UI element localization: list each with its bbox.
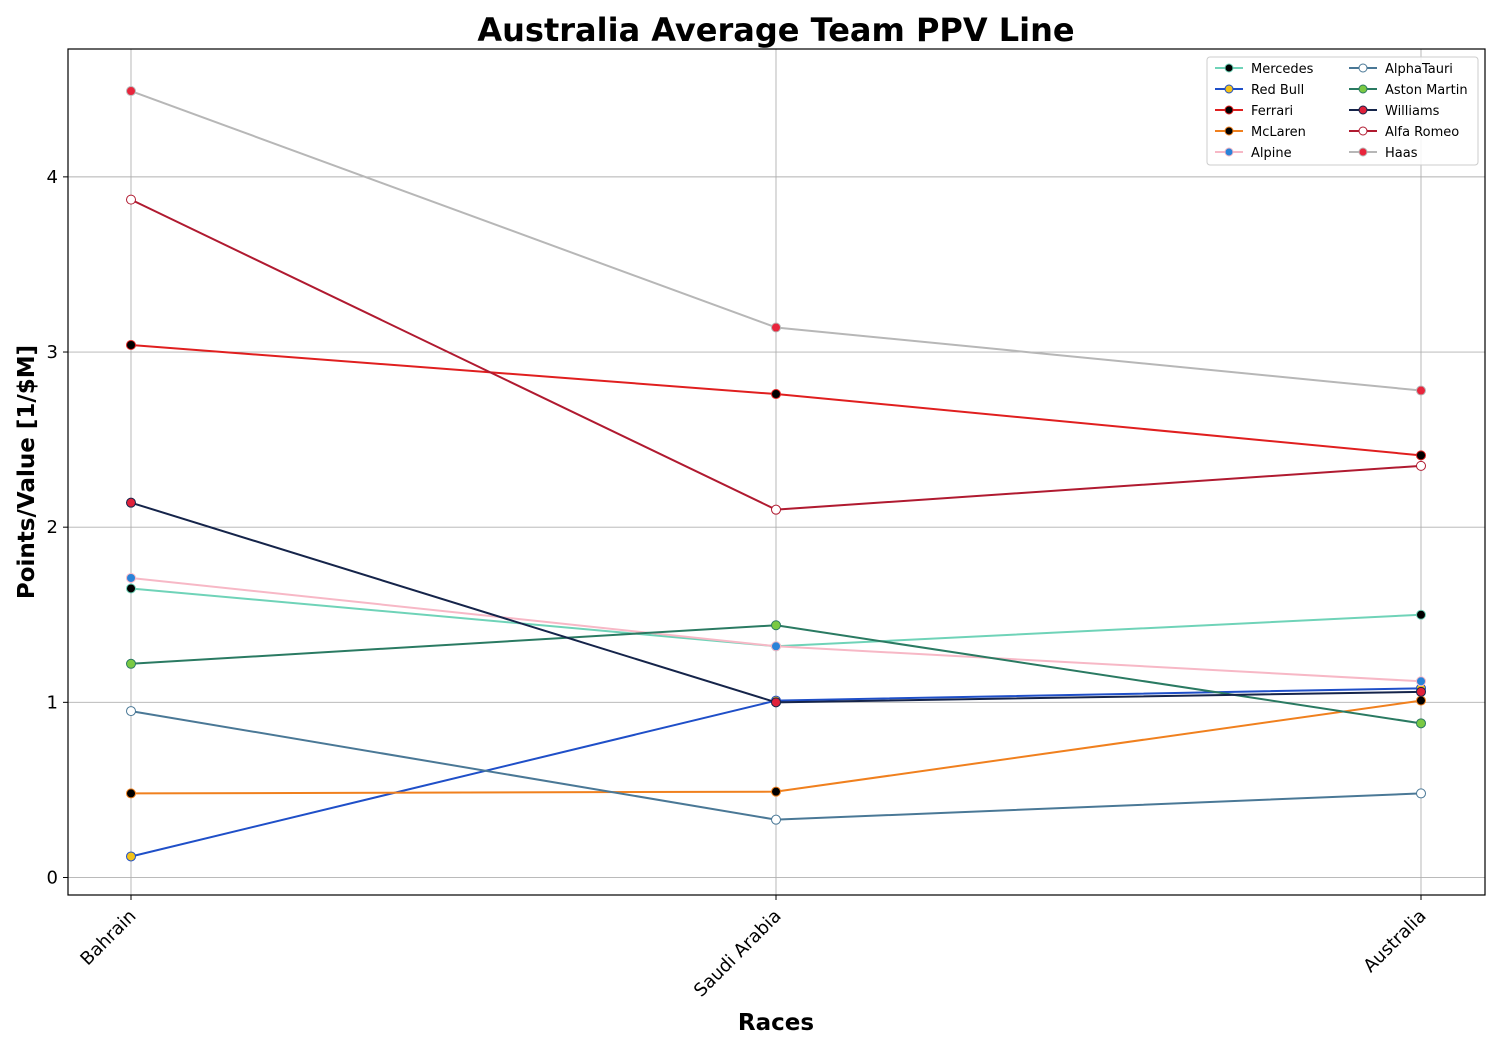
data-point-red-bull [126,851,136,862]
series-alphatauri [126,706,1426,825]
y-tick-label: 0 [47,867,58,888]
legend-label: Williams [1385,104,1440,119]
legend: Mercedes Red Bull Ferrari McLaren Alpine Alph… [1206,56,1479,166]
data-point-alphatauri [126,706,136,717]
series-aston-martin [126,620,1426,729]
legend-label: Ferrari [1251,104,1293,119]
legend-marker [1358,147,1368,157]
series-alfa-romeo [126,194,1426,515]
legend-marker [1224,105,1234,115]
legend-item-williams: Williams [1349,104,1440,119]
data-point-aston-martin [771,620,781,631]
series-williams [126,497,1426,708]
legend-marker [1224,147,1234,157]
y-tick-label: 1 [47,692,58,713]
chart-title: Australia Average Team PPV Line [477,11,1074,49]
series-alpine [126,572,1426,687]
legend-label: Aston Martin [1385,83,1468,98]
data-point-ferrari [771,389,781,400]
data-point-haas [771,322,781,333]
data-point-williams [126,497,136,508]
data-point-alfa-romeo [771,504,781,515]
legend-label: Red Bull [1251,83,1304,98]
legend-box [1206,56,1479,166]
legend-marker [1224,84,1234,94]
legend-label: Haas [1385,146,1418,161]
data-point-ferrari [1416,450,1426,461]
data-point-alfa-romeo [126,194,136,205]
data-point-alpine [771,641,781,652]
data-point-ferrari [126,340,136,351]
y-axis-label: Points/Value [1/$M] [14,345,40,599]
y-axis-ticks: 0 1 2 3 4 [47,167,68,888]
data-point-mercedes [126,583,136,594]
legend-label: AlphaTauri [1385,62,1453,77]
legend-item-alphatauri: AlphaTauri [1349,62,1453,77]
data-point-haas [126,86,136,97]
legend-item-haas: Haas [1349,146,1418,161]
legend-marker [1224,63,1234,73]
legend-item-ferrari: Ferrari [1215,104,1293,119]
series-ferrari [126,340,1426,461]
legend-marker [1358,63,1368,73]
data-point-alphatauri [771,814,781,825]
legend-label: McLaren [1251,125,1306,140]
data-point-alpine [1416,676,1426,687]
y-tick-label: 3 [47,342,58,363]
legend-marker [1224,126,1234,136]
legend-label: Mercedes [1251,62,1314,77]
data-point-aston-martin [126,658,136,669]
y-tick-label: 4 [47,167,58,188]
y-tick-label: 2 [47,517,58,538]
data-point-mercedes [1416,609,1426,620]
legend-item-aston-martin: Aston Martin [1349,83,1468,98]
legend-item-red-bull: Red Bull [1215,83,1304,98]
data-point-williams [771,697,781,708]
series-haas [126,86,1426,396]
data-point-alpine [126,572,136,583]
legend-label: Alpine [1251,146,1292,161]
legend-marker [1358,105,1368,115]
data-point-mclaren [126,788,136,799]
legend-label: Alfa Romeo [1385,125,1459,140]
legend-item-mclaren: McLaren [1215,125,1306,140]
legend-marker [1358,84,1368,94]
data-point-mclaren [1416,695,1426,706]
series-layer [126,86,1426,862]
data-point-aston-martin [1416,718,1426,729]
data-point-williams [1416,686,1426,697]
x-axis-label: Races [738,1010,814,1036]
legend-item-mercedes: Mercedes [1215,62,1314,77]
data-point-mclaren [771,786,781,797]
data-point-alfa-romeo [1416,460,1426,471]
data-point-haas [1416,385,1426,396]
legend-marker [1358,126,1368,136]
legend-item-alfa-romeo: Alfa Romeo [1349,125,1459,140]
legend-item-alpine: Alpine [1215,146,1292,161]
data-point-alphatauri [1416,788,1426,799]
